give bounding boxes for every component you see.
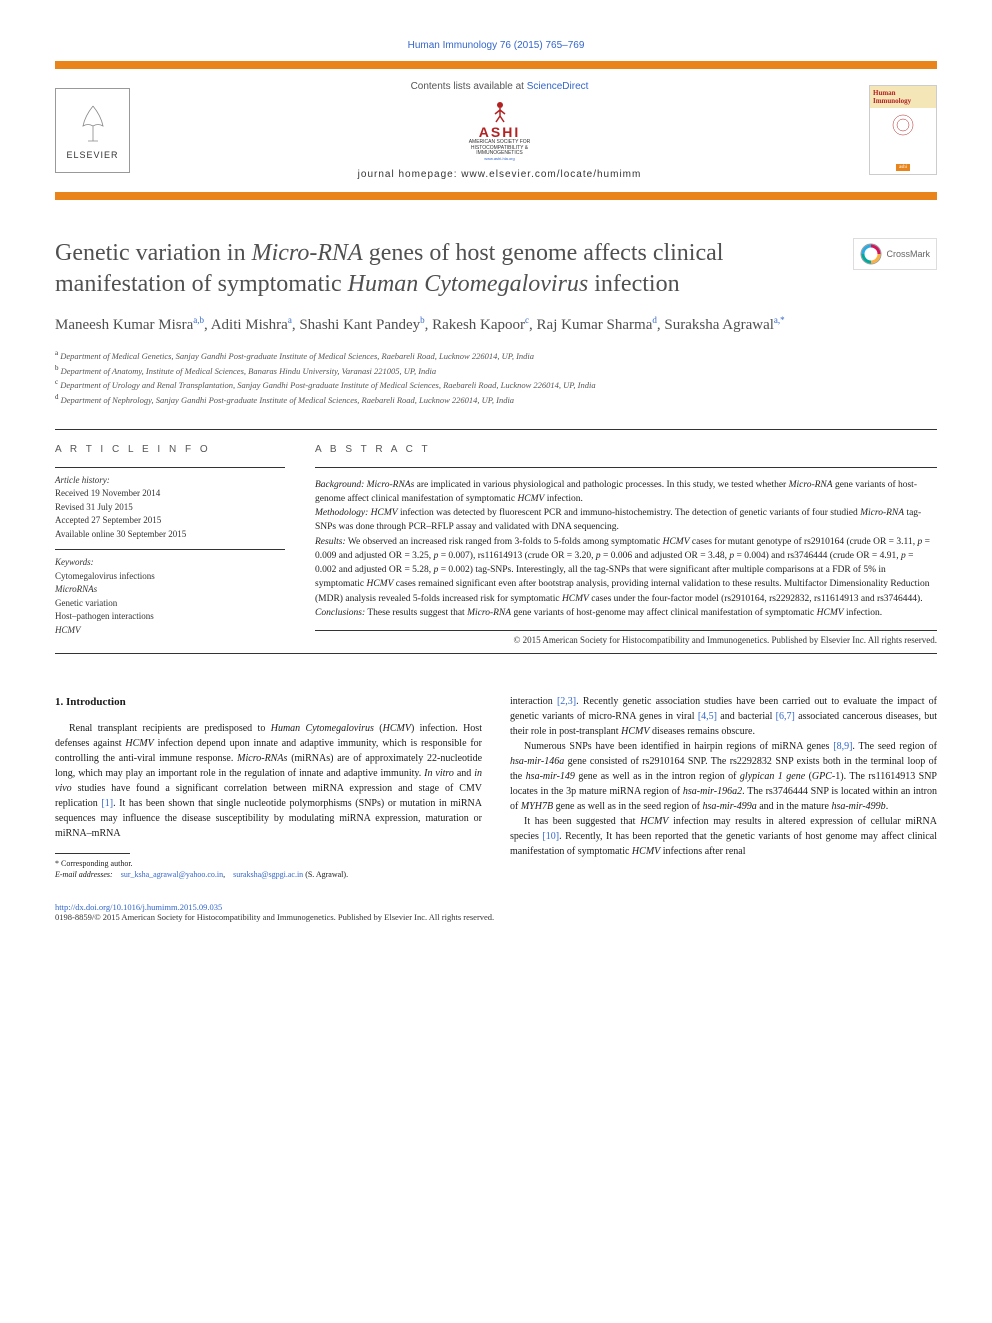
history-line: Received 19 November 2014 [55, 487, 285, 501]
abstract-heading: A B S T R A C T [315, 444, 937, 455]
journal-cover-thumbnail[interactable]: Human Immunology ashi [869, 85, 937, 175]
crossmark-icon [860, 243, 882, 265]
journal-homepage: journal homepage: www.elsevier.com/locat… [130, 169, 869, 180]
affiliation-line: d Department of Nephrology, Sanjay Gandh… [55, 392, 937, 407]
abstract-copyright: © 2015 American Society for Histocompati… [315, 635, 937, 645]
ashi-figure-icon [485, 100, 515, 124]
article-title: Genetic variation in Micro-RNA genes of … [55, 238, 838, 300]
cover-art-icon [888, 105, 918, 145]
intro-paragraph: interaction [2,3]. Recently genetic asso… [510, 694, 937, 739]
email-link-1[interactable]: sur_ksha_agrawal@yahoo.co.in [121, 870, 223, 879]
keyword-line: MicroRNAs [55, 583, 285, 597]
affiliations: a Department of Medical Genetics, Sanjay… [55, 348, 937, 406]
journal-reference: Human Immunology 76 (2015) 765–769 [55, 40, 937, 51]
elsevier-logo[interactable]: ELSEVIER [55, 88, 130, 173]
intro-paragraph: It has been suggested that HCMV infectio… [510, 814, 937, 859]
body-column-right: interaction [2,3]. Recently genetic asso… [510, 694, 937, 880]
email-link-2[interactable]: suraksha@sgpgi.ac.in [233, 870, 303, 879]
introduction-heading: 1. Introduction [55, 694, 482, 711]
body-column-left: 1. Introduction Renal transplant recipie… [55, 694, 482, 880]
keyword-line: HCMV [55, 624, 285, 638]
intro-paragraph: Renal transplant recipients are predispo… [55, 721, 482, 841]
ashi-logo: ASHI AMERICAN SOCIETY FOR HISTOCOMPATIBI… [455, 100, 545, 161]
author-list: Maneesh Kumar Misraa,b, Aditi Mishraa, S… [55, 314, 937, 336]
affiliation-line: c Department of Urology and Renal Transp… [55, 377, 937, 392]
history-line: Available online 30 September 2015 [55, 528, 285, 542]
page-footer: http://dx.doi.org/10.1016/j.humimm.2015.… [55, 902, 937, 922]
article-history: Article history: Received 19 November 20… [55, 467, 285, 542]
footer-copyright: 0198-8859/© 2015 American Society for Hi… [55, 912, 937, 922]
crossmark-badge[interactable]: CrossMark [853, 238, 937, 270]
keywords-block: Keywords: Cytomegalovirus infectionsMicr… [55, 549, 285, 637]
abstract-text: Background: Micro-RNAs are implicated in… [315, 467, 937, 632]
corresponding-footnote: * Corresponding author. E-mail addresses… [55, 858, 482, 880]
keyword-line: Genetic variation [55, 597, 285, 611]
tree-icon [73, 101, 113, 146]
journal-header: ELSEVIER Contents lists available at Sci… [55, 61, 937, 200]
affiliation-line: a Department of Medical Genetics, Sanjay… [55, 348, 937, 363]
keyword-line: Cytomegalovirus infections [55, 570, 285, 584]
affiliation-line: b Department of Anatomy, Institute of Me… [55, 363, 937, 378]
article-info-heading: A R T I C L E I N F O [55, 444, 285, 455]
history-line: Revised 31 July 2015 [55, 501, 285, 515]
history-line: Accepted 27 September 2015 [55, 514, 285, 528]
contents-available: Contents lists available at ScienceDirec… [130, 81, 869, 92]
sciencedirect-link[interactable]: ScienceDirect [527, 81, 589, 92]
intro-paragraph: Numerous SNPs have been identified in ha… [510, 739, 937, 814]
elsevier-label: ELSEVIER [66, 150, 118, 160]
doi-link[interactable]: http://dx.doi.org/10.1016/j.humimm.2015.… [55, 902, 937, 912]
keyword-line: Host–pathogen interactions [55, 610, 285, 624]
